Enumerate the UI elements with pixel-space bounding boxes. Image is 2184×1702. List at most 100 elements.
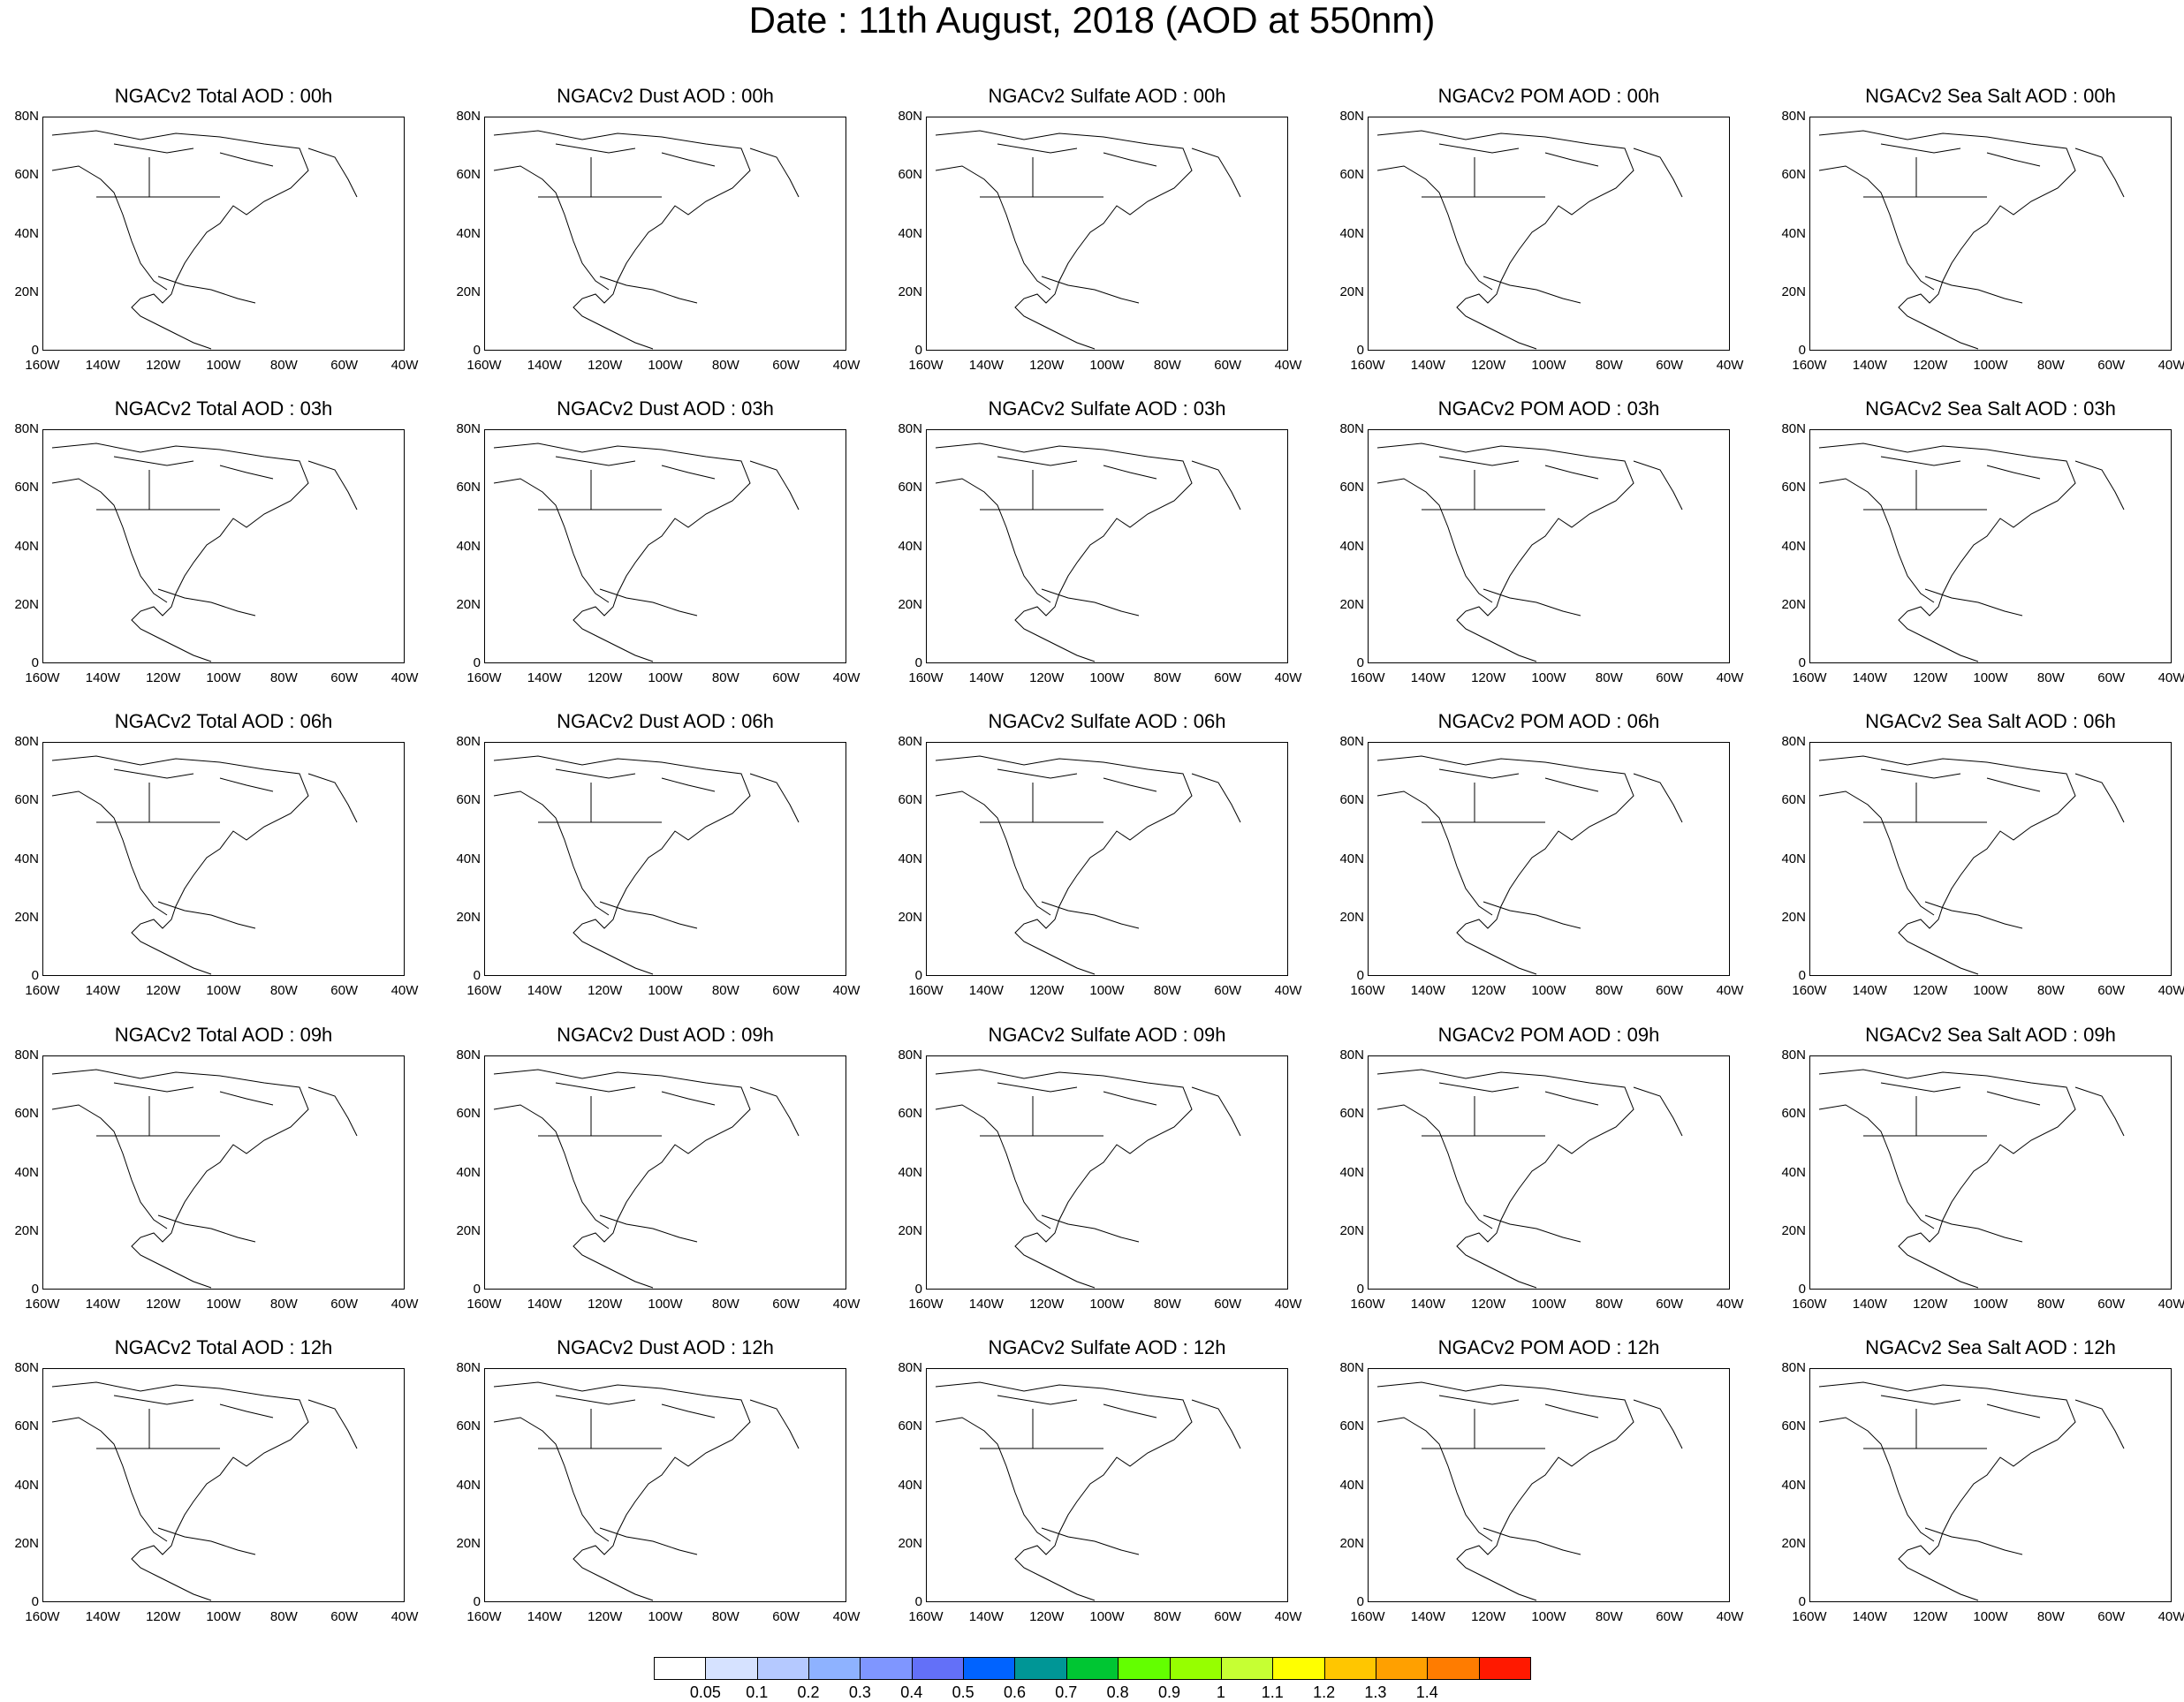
lat-tick-label: 60N	[14, 1418, 39, 1434]
lon-tick-label: 80W	[711, 1609, 739, 1624]
lon-tick-label: 160W	[1792, 670, 1827, 685]
colorbar-box	[1118, 1657, 1171, 1680]
lon-tick-label: 40W	[1716, 983, 1744, 998]
lon-tick-label: 140W	[85, 1609, 120, 1624]
panel-title: NGACv2 Sea Salt AOD : 09h	[1865, 1024, 2116, 1046]
colorbar-box	[1323, 1657, 1376, 1680]
aod-map	[926, 429, 1288, 663]
panel-title: NGACv2 Dust AOD : 12h	[557, 1336, 774, 1358]
lat-tick-label: 20N	[898, 284, 922, 299]
lon-tick-label: 60W	[1656, 358, 1684, 373]
lat-tick-label: 40N	[14, 1164, 39, 1180]
lon-tick-label: 140W	[1410, 1609, 1445, 1624]
panel-title: NGACv2 Sulfate AOD : 03h	[988, 397, 1226, 420]
aod-map	[42, 742, 405, 976]
lon-tick-label: 60W	[330, 358, 359, 373]
lon-tick-label: 160W	[1350, 1609, 1385, 1624]
lat-tick-label: 60N	[898, 792, 922, 808]
lat-tick-label: 0	[1356, 343, 1364, 358]
lat-tick-label: 0	[914, 1282, 922, 1297]
lon-tick-label: 160W	[908, 1609, 944, 1624]
lon-tick-label: 140W	[527, 670, 562, 685]
lat-tick-label: 0	[1798, 968, 1806, 983]
lon-tick-label: 100W	[1089, 1297, 1125, 1312]
lon-tick-label: 120W	[588, 1297, 623, 1312]
lat-tick-label: 20N	[898, 1222, 922, 1238]
lon-tick-label: 100W	[1089, 670, 1125, 685]
panel-title: NGACv2 POM AOD : 03h	[1437, 397, 1660, 420]
lon-tick-label: 40W	[832, 1297, 861, 1312]
lon-tick-label: 60W	[2097, 358, 2126, 373]
lon-tick-label: 100W	[1089, 1609, 1125, 1624]
lat-tick-label: 40N	[898, 538, 922, 554]
lon-tick-label: 160W	[25, 670, 60, 685]
lon-tick-label: 160W	[1792, 1609, 1827, 1624]
lat-tick-label: 40N	[1339, 1164, 1364, 1180]
colorbar-label: 0.3	[848, 1683, 871, 1701]
lon-tick-label: 60W	[330, 1297, 359, 1312]
lat-tick-label: 60N	[898, 480, 922, 495]
lat-tick-label: 20N	[456, 596, 481, 612]
colorbar-box	[654, 1657, 707, 1680]
panel-title: NGACv2 Total AOD : 03h	[114, 397, 333, 420]
lon-tick-label: 160W	[1350, 358, 1385, 373]
lon-tick-label: 140W	[968, 358, 1004, 373]
colorbar-box	[1272, 1657, 1325, 1680]
lat-tick-label: 20N	[1339, 596, 1364, 612]
lat-tick-label: 60N	[1781, 792, 1806, 808]
lat-tick-label: 60N	[456, 792, 481, 808]
lat-tick-label: 60N	[1339, 480, 1364, 495]
colorbar	[654, 1657, 1531, 1680]
lat-tick-label: 40N	[1781, 538, 1806, 554]
lon-tick-label: 100W	[206, 983, 241, 998]
lat-tick-label: 60N	[898, 167, 922, 183]
lon-tick-label: 140W	[1852, 983, 1887, 998]
lat-tick-label: 20N	[14, 1535, 39, 1551]
lat-tick-label: 20N	[456, 284, 481, 299]
lon-tick-label: 80W	[711, 670, 739, 685]
lat-tick-label: 0	[473, 1282, 481, 1297]
lon-tick-label: 60W	[2097, 983, 2126, 998]
lon-tick-label: 80W	[711, 1297, 739, 1312]
lon-tick-label: 40W	[832, 1609, 861, 1624]
aod-map	[42, 1368, 405, 1602]
lon-tick-label: 120W	[146, 1297, 181, 1312]
panel-title: NGACv2 Sulfate AOD : 00h	[988, 85, 1226, 107]
lat-tick-label: 40N	[1781, 1164, 1806, 1180]
colorbar-box	[1220, 1657, 1274, 1680]
colorbar-label: 1.2	[1313, 1683, 1336, 1701]
colorbar-label: 1.1	[1261, 1683, 1284, 1701]
lat-tick-label: 20N	[14, 1222, 39, 1238]
lat-tick-label: 40N	[456, 1164, 481, 1180]
aod-map	[484, 1368, 846, 1602]
aod-map	[1368, 1368, 1730, 1602]
lon-tick-label: 160W	[1792, 358, 1827, 373]
lon-tick-label: 100W	[1973, 1609, 2008, 1624]
panel-title: NGACv2 POM AOD : 09h	[1437, 1024, 1660, 1046]
lon-tick-label: 160W	[908, 670, 944, 685]
lat-tick-label: 80N	[456, 734, 481, 749]
lon-tick-label: 120W	[1913, 1609, 1948, 1624]
panel-title: NGACv2 Dust AOD : 03h	[557, 397, 774, 420]
lon-tick-label: 140W	[1410, 1297, 1445, 1312]
lon-tick-label: 60W	[2097, 670, 2126, 685]
lon-tick-label: 60W	[1656, 983, 1684, 998]
lon-tick-label: 80W	[2036, 983, 2065, 998]
aod-map	[926, 742, 1288, 976]
lat-tick-label: 0	[31, 655, 39, 670]
lon-tick-label: 80W	[1595, 1297, 1623, 1312]
lat-tick-label: 80N	[1339, 734, 1364, 749]
lat-tick-label: 80N	[14, 734, 39, 749]
lon-tick-label: 100W	[1531, 1297, 1566, 1312]
lon-tick-label: 100W	[206, 1609, 241, 1624]
colorbar-label: 0.6	[1003, 1683, 1026, 1701]
panel-title: NGACv2 Dust AOD : 09h	[557, 1024, 774, 1046]
aod-map	[1809, 117, 2172, 351]
lon-tick-label: 140W	[1852, 670, 1887, 685]
lat-tick-label: 60N	[898, 1418, 922, 1434]
lon-tick-label: 120W	[146, 670, 181, 685]
lon-tick-label: 80W	[1153, 983, 1181, 998]
lat-tick-label: 80N	[1339, 1360, 1364, 1375]
colorbar-label: 1.3	[1364, 1683, 1387, 1701]
colorbar-box	[911, 1657, 965, 1680]
